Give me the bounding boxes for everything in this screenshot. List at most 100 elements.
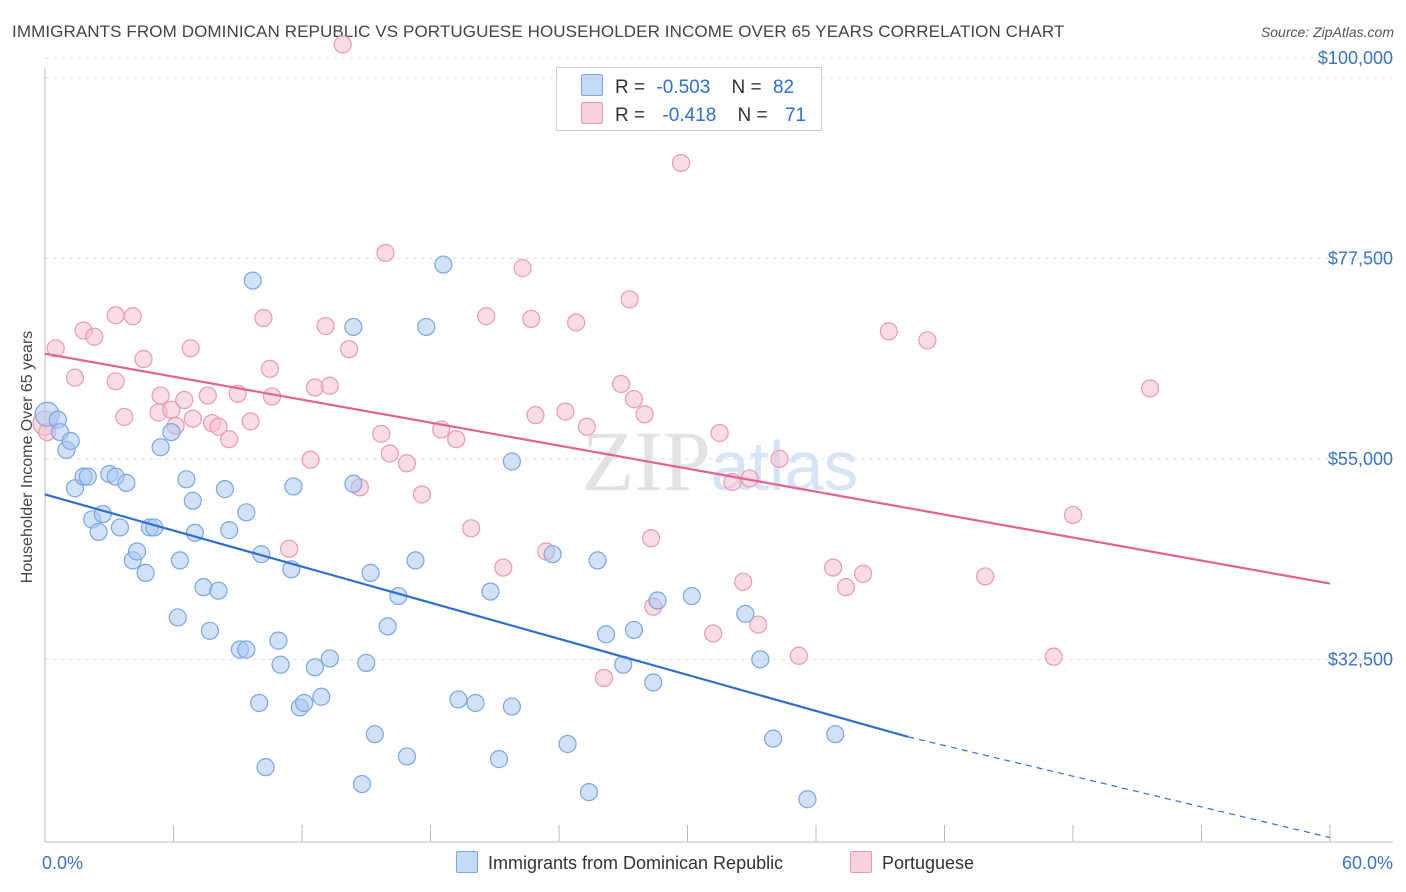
dominican-point [78, 467, 97, 486]
portuguese-point [183, 409, 202, 428]
dominican-point [406, 551, 425, 570]
portuguese-point [612, 374, 631, 394]
portuguese-point [254, 308, 273, 328]
portuguese-point [106, 306, 125, 325]
dominican-point [588, 551, 607, 570]
r-label: R = [615, 77, 646, 98]
portuguese-point [181, 339, 200, 358]
n-label: N = [737, 105, 768, 126]
dominican-point [269, 631, 288, 650]
portuguese-point [1140, 379, 1160, 398]
portuguese-point [522, 309, 541, 329]
portuguese-point [477, 307, 496, 326]
dominican-point [502, 452, 521, 471]
portuguese-point [556, 402, 575, 421]
dominican-point [624, 620, 644, 640]
portuguese-point [372, 424, 391, 443]
legend-row-portuguese: R = -0.418 N = 71 [581, 102, 806, 126]
portuguese-point [106, 372, 125, 391]
legend-item-dominican: Immigrants from Dominican Republic [456, 851, 783, 874]
r-label: R = [615, 105, 646, 126]
portuguese-point [854, 564, 873, 583]
portuguese-point [280, 539, 299, 558]
portuguese-point [220, 430, 239, 449]
dominican-point [243, 271, 262, 290]
portuguese-point [316, 316, 335, 336]
portuguese-point [635, 405, 654, 424]
portuguese-point [340, 340, 359, 359]
dominican-point [449, 690, 468, 709]
portuguese-point [641, 529, 661, 548]
dominican-point [215, 480, 234, 499]
dominican-point [183, 491, 202, 510]
portuguese-point [734, 572, 753, 591]
portuguese-point [241, 412, 260, 431]
dominican-point [481, 582, 500, 601]
portuguese-point [567, 313, 586, 332]
dominican-point [271, 655, 290, 674]
y-tick-label: $77,500 [1328, 248, 1393, 268]
portuguese-point [85, 327, 104, 346]
pink-swatch [581, 102, 603, 124]
n-label: N = [731, 77, 762, 98]
portuguese-point [305, 378, 324, 397]
legend-label-portuguese: Portuguese [882, 853, 975, 873]
dominican-point [489, 750, 509, 769]
dominican-point [764, 729, 783, 748]
trend-line-portuguese [44, 352, 1331, 585]
legend-label-dominican: Immigrants from Dominican Republic [488, 853, 784, 873]
legend-item-portuguese: Portuguese [850, 851, 974, 874]
dominican-point [597, 625, 616, 644]
dominican-point [826, 725, 845, 744]
portuguese-point [462, 519, 481, 538]
dominican-point [320, 649, 339, 668]
portuguese-point [836, 578, 856, 597]
dominican-point [466, 693, 485, 713]
y-tick-label: $32,500 [1328, 649, 1393, 669]
dominican-point [220, 521, 239, 540]
portuguese-point [620, 290, 639, 309]
portuguese-point [397, 454, 417, 473]
dominican-point [736, 604, 755, 623]
x-tick-label-max: 60.0% [1342, 853, 1393, 873]
dominican-point [312, 687, 331, 706]
dominican-point [170, 551, 190, 570]
dominican-point [417, 317, 436, 337]
portuguese-point [789, 646, 808, 665]
portuguese-point [115, 407, 134, 427]
dominican-point [751, 650, 770, 669]
legend-row-dominican: R = -0.503 N = 82 [581, 74, 794, 98]
r-value-portuguese: -0.418 [662, 105, 717, 126]
portuguese-point [198, 386, 217, 405]
dominican-point [200, 621, 220, 640]
portuguese-point [380, 444, 399, 463]
axes [44, 68, 1393, 843]
portuguese-point [151, 386, 170, 405]
grid-lines [45, 57, 1393, 660]
dominican-point [162, 422, 181, 442]
chart-title: IMMIGRANTS FROM DOMINICAN REPUBLIC VS PO… [12, 22, 1065, 41]
portuguese-point [824, 558, 843, 577]
dominican-point [284, 477, 303, 496]
dominican-point [237, 503, 256, 522]
portuguese-point [879, 322, 898, 341]
portuguese-point [770, 449, 789, 468]
dominican-point [361, 563, 380, 582]
dominican-point [357, 653, 376, 672]
portuguese-points [32, 35, 1160, 688]
dominican-point [194, 578, 213, 597]
portuguese-point [918, 331, 937, 350]
pink-swatch [850, 851, 872, 873]
dominican-point [237, 640, 256, 659]
dominican-point [61, 431, 80, 451]
dominican-point [168, 608, 187, 627]
portuguese-point [134, 349, 153, 369]
correlation-legend: R = -0.503 N = 82 R = -0.418 N = 71 [556, 67, 822, 131]
dominican-point [295, 693, 314, 713]
dominican-point [250, 693, 269, 713]
y-tick-label: $100,000 [1318, 48, 1393, 68]
dominican-point [151, 438, 170, 457]
portuguese-point [671, 153, 691, 173]
dominican-point [648, 591, 667, 610]
dominican-point [352, 774, 372, 794]
